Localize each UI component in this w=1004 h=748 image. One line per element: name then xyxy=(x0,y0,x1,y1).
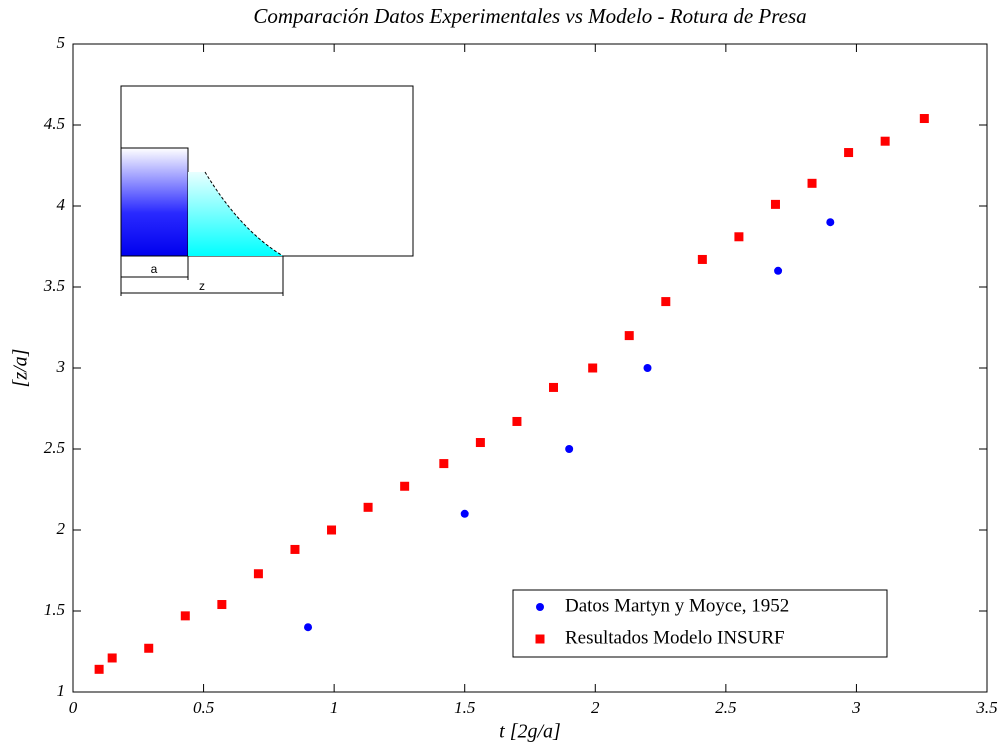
water-column xyxy=(120,147,189,257)
y-tick-label: 2.5 xyxy=(44,438,65,457)
x-tick-label: 0.5 xyxy=(193,698,214,717)
free-surface xyxy=(204,171,284,257)
data-point xyxy=(770,199,780,209)
data-point xyxy=(643,364,652,372)
x-tick-label: 3.5 xyxy=(975,698,997,717)
data-point xyxy=(180,611,190,621)
legend-label: Resultados Modelo INSURF xyxy=(565,627,785,648)
inset-label: z xyxy=(199,279,205,293)
data-point xyxy=(512,416,522,426)
data-point xyxy=(400,481,410,491)
data-point xyxy=(826,218,835,227)
data-point xyxy=(549,382,559,392)
y-tick-label: 5 xyxy=(57,33,66,52)
data-point xyxy=(697,254,707,264)
y-tick-label: 1 xyxy=(57,681,66,700)
y-tick-label: 2 xyxy=(57,519,66,538)
y-axis-label: [z/a] xyxy=(10,349,32,388)
water-flow xyxy=(188,172,283,256)
data-point xyxy=(661,297,671,307)
data-point xyxy=(460,509,469,518)
data-point xyxy=(475,438,485,448)
x-tick-label: 1.5 xyxy=(454,698,475,717)
data-point xyxy=(327,525,337,535)
y-tick-label: 3 xyxy=(56,357,66,376)
data-point xyxy=(565,445,574,453)
y-tick-label: 1.5 xyxy=(44,600,65,619)
data-point xyxy=(144,643,154,653)
data-point xyxy=(363,502,373,512)
legend-marker xyxy=(536,603,544,611)
inset-diagram: a z xyxy=(120,85,414,296)
data-point xyxy=(807,178,817,188)
x-tick-label: 3 xyxy=(851,698,861,717)
chart-title: Comparación Datos Experimentales vs Mode… xyxy=(253,4,806,28)
data-point xyxy=(588,363,598,373)
data-point xyxy=(439,459,449,469)
y-tick-label: 4 xyxy=(57,195,66,214)
data-point xyxy=(774,266,783,275)
data-point xyxy=(253,569,263,579)
legend-marker xyxy=(535,634,545,644)
data-point xyxy=(290,544,300,554)
inset-label: a xyxy=(151,262,158,276)
data-point xyxy=(304,623,313,632)
y-tick-label: 3.5 xyxy=(43,276,65,295)
x-tick-label: 1 xyxy=(330,698,339,717)
data-point xyxy=(624,331,634,341)
data-point xyxy=(919,114,929,124)
y-tick-label: 4.5 xyxy=(44,114,65,133)
data-point xyxy=(844,148,854,158)
x-tick-label: 2.5 xyxy=(715,698,736,717)
data-point xyxy=(107,653,117,663)
legend-label: Datos Martyn y Moyce, 1952 xyxy=(565,595,789,616)
data-point xyxy=(94,664,104,674)
data-point xyxy=(880,136,890,146)
x-tick-label: 0 xyxy=(69,698,78,717)
data-point xyxy=(734,232,744,242)
legend-box xyxy=(512,589,888,658)
x-axis-label: t [2g/a] xyxy=(499,721,561,743)
x-tick-label: 2 xyxy=(591,698,600,717)
data-point xyxy=(217,600,227,610)
